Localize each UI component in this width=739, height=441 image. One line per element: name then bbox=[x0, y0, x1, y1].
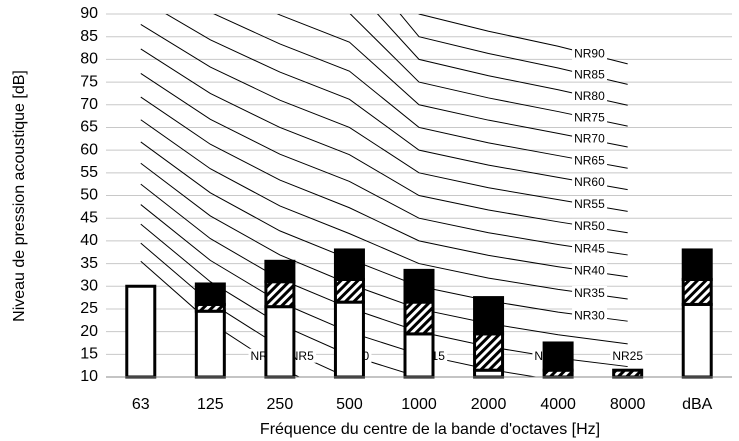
nr-curve bbox=[399, 14, 628, 85]
nr-curve bbox=[140, 73, 628, 256]
y-tick-label: 25 bbox=[80, 300, 98, 317]
x-tick-label: 1000 bbox=[401, 396, 437, 413]
y-tick-label: 15 bbox=[80, 346, 98, 363]
x-tick-label: 63 bbox=[132, 396, 150, 413]
nr-label: NR35 bbox=[574, 286, 605, 300]
nr-curve bbox=[418, 14, 628, 65]
y-tick-label: 70 bbox=[80, 96, 98, 113]
bar-segment bbox=[403, 300, 435, 336]
y-tick-label: 45 bbox=[80, 209, 98, 226]
nr-label: NR5 bbox=[290, 349, 314, 363]
bar-segment bbox=[333, 277, 365, 304]
y-tick-label: 35 bbox=[80, 255, 98, 272]
nr-label-bg bbox=[610, 348, 646, 363]
nr-label-bg bbox=[572, 197, 608, 212]
axis-texts: 10 15 20 25 30 35 40 45 50 55 60 65 70 75 80 85 90 63 125 2… bbox=[80, 5, 732, 413]
nr-label: NR55 bbox=[574, 197, 605, 211]
y-tick-label: 40 bbox=[80, 232, 98, 249]
bar-segment bbox=[542, 341, 574, 372]
nr-curve bbox=[349, 14, 628, 127]
y-tick-label: 30 bbox=[80, 277, 98, 294]
x-tick-label: 250 bbox=[267, 396, 294, 413]
nr-label: NR25 bbox=[612, 349, 643, 363]
nr-label: NR40 bbox=[574, 263, 605, 277]
nr-curve bbox=[140, 204, 539, 377]
bar-segment bbox=[264, 305, 296, 379]
x-tick-label: dBA bbox=[682, 396, 713, 413]
bar-segment bbox=[612, 368, 644, 379]
nr-label-bg bbox=[572, 218, 608, 233]
nr-curve bbox=[140, 48, 628, 234]
nr-curve bbox=[276, 14, 628, 148]
x-tick-label: 125 bbox=[197, 396, 224, 413]
nr-label: NR80 bbox=[574, 89, 605, 103]
nr-label-bg bbox=[572, 131, 608, 146]
nr-label: NR85 bbox=[574, 68, 605, 82]
bar-segment bbox=[403, 332, 435, 379]
bar-segment bbox=[264, 259, 296, 284]
y-axis-title: Niveau de pression acoustique [dB] bbox=[11, 70, 28, 322]
nr-curve bbox=[376, 14, 628, 106]
nr-label: NR60 bbox=[574, 175, 605, 189]
x-tick-label: 8000 bbox=[610, 396, 646, 413]
x-tick-label: 500 bbox=[336, 396, 363, 413]
nr-label: NR90 bbox=[574, 46, 605, 60]
nr-label-bg bbox=[572, 263, 608, 278]
nr-label-bg bbox=[572, 67, 608, 82]
nr-labels: NR0NR5NR10NR15NR20NR25NR30NR35NR40NR45NR… bbox=[248, 46, 646, 363]
x-tick-label: 4000 bbox=[540, 396, 576, 413]
nr-label-bg bbox=[572, 110, 608, 125]
y-tick-label: 65 bbox=[80, 119, 98, 136]
nr-label-bg bbox=[572, 46, 608, 61]
nr-curve bbox=[140, 24, 628, 212]
x-axis-title: Fréquence du centre de la bande d'octave… bbox=[260, 421, 600, 438]
y-tick-label: 10 bbox=[80, 368, 98, 385]
nr-label-bg bbox=[572, 153, 608, 168]
bar-segment bbox=[403, 268, 435, 304]
nr-curve bbox=[140, 141, 628, 322]
bar-segment bbox=[681, 248, 713, 281]
nr-label-bg bbox=[572, 88, 608, 103]
bar-segment bbox=[333, 248, 365, 281]
bar-segment bbox=[473, 296, 505, 336]
nr-curve bbox=[140, 96, 628, 278]
nr-label: NR75 bbox=[574, 110, 605, 124]
bar-segment bbox=[333, 300, 365, 379]
nr-curve bbox=[140, 119, 628, 300]
y-tick-label: 85 bbox=[80, 28, 98, 45]
y-tick-label: 60 bbox=[80, 141, 98, 158]
y-tick-label: 75 bbox=[80, 73, 98, 90]
nr-label: NR70 bbox=[574, 132, 605, 146]
nr-label: NR30 bbox=[574, 308, 605, 322]
nr-label-bg bbox=[572, 285, 608, 300]
y-tick-label: 50 bbox=[80, 187, 98, 204]
y-tick-label: 20 bbox=[80, 323, 98, 340]
bar-segment bbox=[194, 282, 226, 306]
bar-segment bbox=[681, 277, 713, 306]
nr-label-bg bbox=[572, 241, 608, 256]
bar-segment bbox=[473, 332, 505, 372]
nr-label: NR45 bbox=[574, 241, 605, 255]
nr-label: NR65 bbox=[574, 153, 605, 167]
bar-segment bbox=[194, 309, 226, 379]
nr-label-bg bbox=[572, 308, 608, 323]
bar-segment bbox=[264, 280, 296, 309]
bar-segment bbox=[681, 302, 713, 379]
nr-curve bbox=[213, 14, 628, 169]
y-tick-label: 90 bbox=[80, 5, 98, 22]
y-tick-label: 55 bbox=[80, 164, 98, 181]
bar-segment bbox=[125, 284, 157, 379]
nr-curve bbox=[140, 162, 628, 345]
y-tick-label: 80 bbox=[80, 51, 98, 68]
nr-label: NR50 bbox=[574, 219, 605, 233]
bars bbox=[125, 248, 713, 379]
nr-label-bg bbox=[572, 175, 608, 190]
x-tick-label: 2000 bbox=[471, 396, 507, 413]
nr-curve bbox=[165, 14, 628, 191]
